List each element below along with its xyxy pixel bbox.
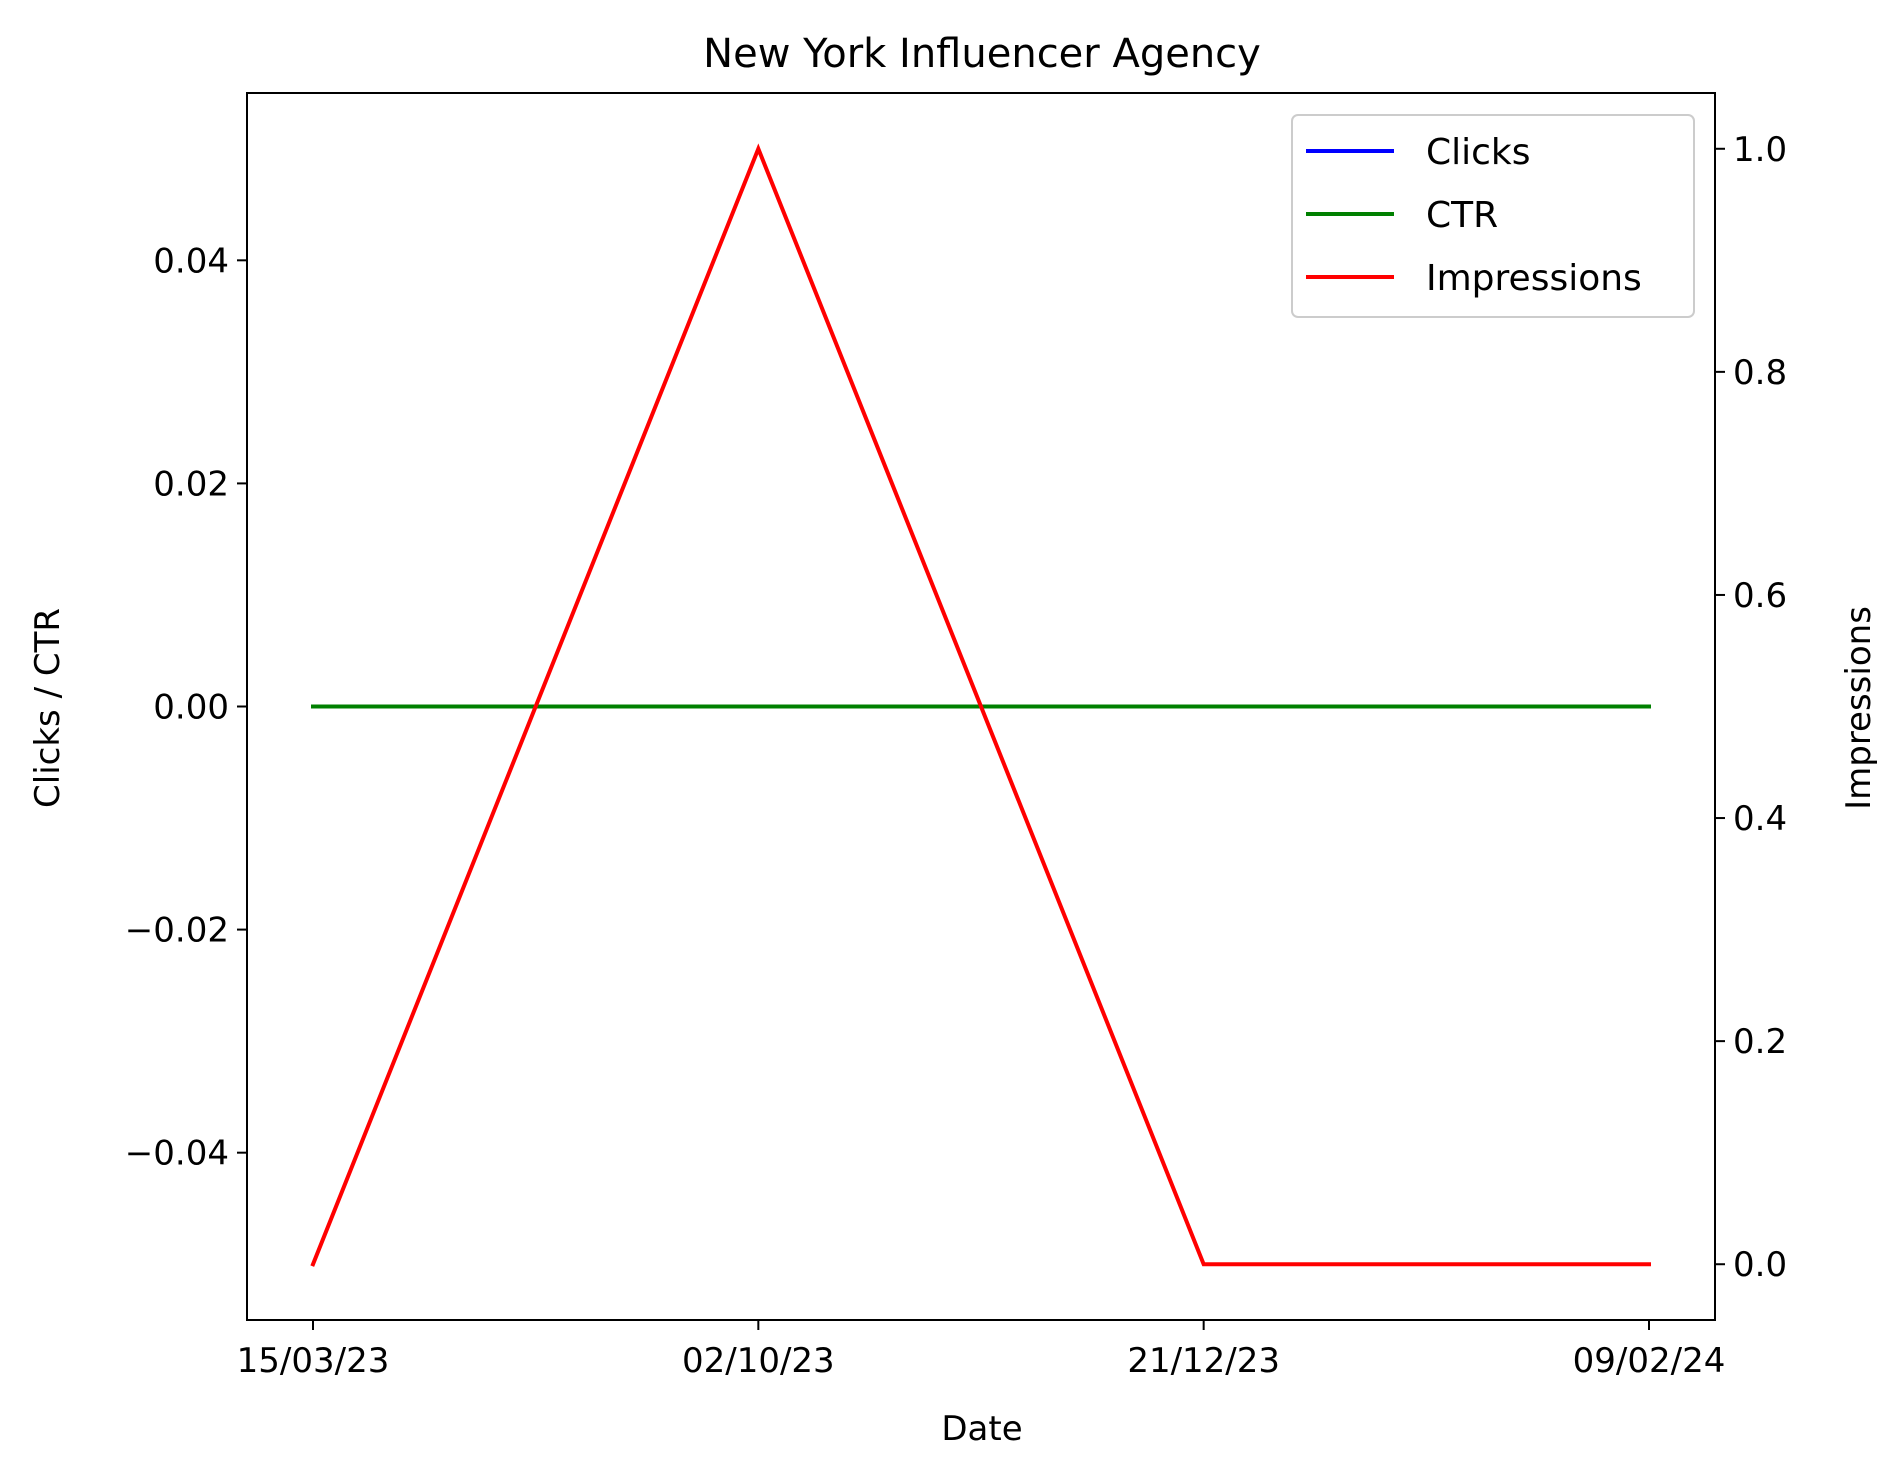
series-layer <box>310 143 1651 1267</box>
y-right-tick-label: 0.6 <box>1733 576 1787 616</box>
y-right-tick-label: 0.2 <box>1733 1022 1787 1062</box>
y-left-axis-title: Clicks / CTR <box>28 608 68 808</box>
legend-label-impressions: Impressions <box>1426 258 1642 299</box>
y-right-tick-label: 0.4 <box>1733 799 1787 839</box>
y-left-tick-label: −0.04 <box>125 1134 229 1174</box>
y-right-axis: 0.0 0.2 0.4 0.6 0.8 1.0 <box>1715 130 1787 1285</box>
y-left-tick-label: 0.04 <box>153 241 229 281</box>
y-right-tick-label: 0.8 <box>1733 353 1787 393</box>
legend-label-clicks: Clicks <box>1426 132 1531 173</box>
y-left-axis: −0.04 −0.02 0.00 0.02 0.04 <box>125 241 247 1174</box>
y-left-tick-label: 0.02 <box>153 464 229 504</box>
y-right-axis-title: Impressions <box>1839 606 1879 810</box>
series-line-impressions <box>310 143 1651 1267</box>
x-tick-label: 02/10/23 <box>682 1341 835 1381</box>
legend: Clicks CTR Impressions <box>1291 114 1695 318</box>
y-right-tick-label: 1.0 <box>1733 130 1787 170</box>
legend-label-ctr: CTR <box>1426 195 1498 236</box>
chart-title: New York Influencer Agency <box>703 31 1261 77</box>
x-axis-title: Date <box>941 1409 1022 1449</box>
y-left-tick-label: 0.00 <box>153 688 229 728</box>
y-right-tick-label: 0.0 <box>1733 1245 1787 1285</box>
x-tick-label: 15/03/23 <box>237 1341 390 1381</box>
x-tick-label: 09/02/24 <box>1573 1341 1726 1381</box>
x-tick-label: 21/12/23 <box>1127 1341 1280 1381</box>
x-axis: 15/03/23 02/10/23 21/12/23 09/02/24 <box>237 1320 1726 1381</box>
y-left-tick-label: −0.02 <box>125 911 229 951</box>
legend-box <box>1291 114 1695 318</box>
